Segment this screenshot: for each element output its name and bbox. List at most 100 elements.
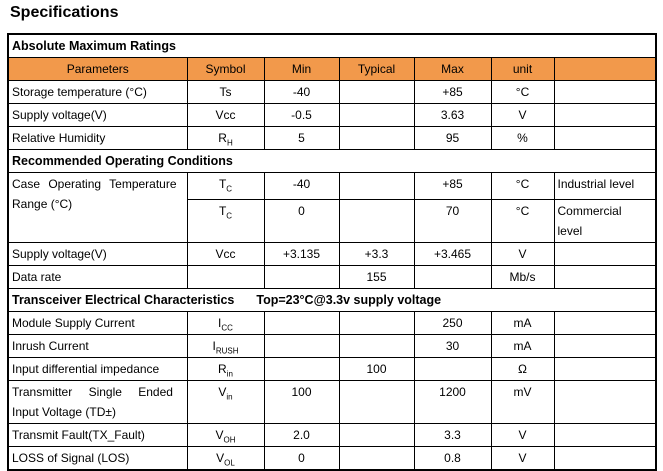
section-row-recommended-operating-conditions: Recommended Operating Conditions <box>7 149 657 173</box>
symbol-cell <box>186 265 265 289</box>
symbol-cell: Vin <box>186 380 265 424</box>
symbol-cell: RH <box>186 126 265 150</box>
min-cell: +3.135 <box>263 242 340 266</box>
param-cell: Transmitter Single Ended Input Voltage (… <box>7 380 188 424</box>
param-cell: LOSS of Signal (LOS) <box>7 446 188 471</box>
test-condition: Top=23°C@3.3v supply voltage <box>256 293 442 307</box>
note-cell <box>553 103 657 127</box>
unit-cell: V <box>490 242 555 266</box>
min-cell: -40 <box>263 172 340 200</box>
typical-cell <box>338 311 415 335</box>
symbol-cell: VOH <box>186 423 265 447</box>
column-header-row: Parameters Symbol Min Typical Max unit <box>7 57 657 81</box>
section-title: Recommended Operating Conditions <box>7 149 657 173</box>
min-cell <box>263 334 340 358</box>
symbol-cell: Vcc <box>186 242 265 266</box>
min-cell: -40 <box>263 80 340 104</box>
symbol-cell: VOL <box>186 446 265 471</box>
max-cell: 3.63 <box>413 103 492 127</box>
note-cell <box>553 80 657 104</box>
param-cell: Supply voltage(V) <box>7 103 188 127</box>
param-cell: Data rate <box>7 265 188 289</box>
document-page: Specifications Absolute Maximum Ratings … <box>7 4 658 471</box>
max-cell: 3.3 <box>413 423 492 447</box>
unit-cell: mV <box>490 380 555 424</box>
specifications-table: Absolute Maximum Ratings Parameters Symb… <box>7 33 658 471</box>
param-cell: Transmit Fault(TX_Fault) <box>7 423 188 447</box>
max-cell: 250 <box>413 311 492 335</box>
min-cell <box>263 311 340 335</box>
typical-cell <box>338 172 415 200</box>
unit-cell: Mb/s <box>490 265 555 289</box>
max-cell: +85 <box>413 172 492 200</box>
typical-cell <box>338 380 415 424</box>
param-cell: Input differential impedance <box>7 357 188 381</box>
max-cell: +3.465 <box>413 242 492 266</box>
row-transmit-fault: Transmit Fault(TX_Fault) VOH 2.0 3.3 V <box>7 423 657 447</box>
symbol-cell: TC <box>186 172 265 200</box>
typical-cell <box>338 80 415 104</box>
min-cell <box>263 265 340 289</box>
typical-cell <box>338 126 415 150</box>
row-data-rate: Data rate 155 Mb/s <box>7 265 657 289</box>
symbol-cell: Rin <box>186 357 265 381</box>
unit-cell: V <box>490 446 555 471</box>
note-cell <box>553 265 657 289</box>
typical-cell: 100 <box>338 357 415 381</box>
unit-cell: mA <box>490 311 555 335</box>
typical-cell <box>338 423 415 447</box>
note-cell <box>553 357 657 381</box>
row-module-supply-current: Module Supply Current ICC 250 mA <box>7 311 657 335</box>
min-cell: 0 <box>263 446 340 471</box>
row-storage-temperature: Storage temperature (°C) Ts -40 +85 °C <box>7 80 657 104</box>
param-cell: Supply voltage(V) <box>7 242 188 266</box>
min-cell: 5 <box>263 126 340 150</box>
unit-cell: V <box>490 423 555 447</box>
max-cell <box>413 357 492 381</box>
row-loss-of-signal: LOSS of Signal (LOS) VOL 0 0.8 V <box>7 446 657 471</box>
param-cell: Case Operating Temperature Range (°C) <box>7 172 188 243</box>
unit-cell: V <box>490 103 555 127</box>
note-cell: Commercial level <box>553 199 657 243</box>
max-cell <box>413 265 492 289</box>
column-header-unit: unit <box>490 57 555 81</box>
min-cell: -0.5 <box>263 103 340 127</box>
max-cell: 95 <box>413 126 492 150</box>
row-transmitter-single-ended-input-voltage: Transmitter Single Ended Input Voltage (… <box>7 380 657 424</box>
note-cell <box>553 446 657 471</box>
typical-cell <box>338 334 415 358</box>
unit-cell: mA <box>490 334 555 358</box>
typical-cell: +3.3 <box>338 242 415 266</box>
column-header-symbol: Symbol <box>186 57 265 81</box>
max-cell: 70 <box>413 199 492 243</box>
note-cell <box>553 380 657 424</box>
row-inrush-current: Inrush Current IRUSH 30 mA <box>7 334 657 358</box>
unit-cell: °C <box>490 80 555 104</box>
min-cell <box>263 357 340 381</box>
row-supply-voltage-abs: Supply voltage(V) Vcc -0.5 3.63 V <box>7 103 657 127</box>
param-cell: Relative Humidity <box>7 126 188 150</box>
typical-cell: 155 <box>338 265 415 289</box>
column-header-typical: Typical <box>338 57 415 81</box>
typical-cell <box>338 446 415 471</box>
column-header-max: Max <box>413 57 492 81</box>
max-cell: +85 <box>413 80 492 104</box>
symbol-cell: Ts <box>186 80 265 104</box>
min-cell: 2.0 <box>263 423 340 447</box>
min-cell: 0 <box>263 199 340 243</box>
column-header-note <box>553 57 657 81</box>
row-input-differential-impedance: Input differential impedance Rin 100 Ω <box>7 357 657 381</box>
note-cell <box>553 423 657 447</box>
symbol-cell: ICC <box>186 311 265 335</box>
max-cell: 1200 <box>413 380 492 424</box>
section-title: Transceiver Electrical Characteristics To… <box>7 288 657 312</box>
min-cell: 100 <box>263 380 340 424</box>
note-cell <box>553 311 657 335</box>
section-row-absolute-maximum-ratings: Absolute Maximum Ratings <box>7 33 657 58</box>
symbol-cell: IRUSH <box>186 334 265 358</box>
page-title: Specifications <box>10 4 119 21</box>
note-cell <box>553 126 657 150</box>
row-relative-humidity: Relative Humidity RH 5 95 % <box>7 126 657 150</box>
unit-cell: % <box>490 126 555 150</box>
column-header-min: Min <box>263 57 340 81</box>
